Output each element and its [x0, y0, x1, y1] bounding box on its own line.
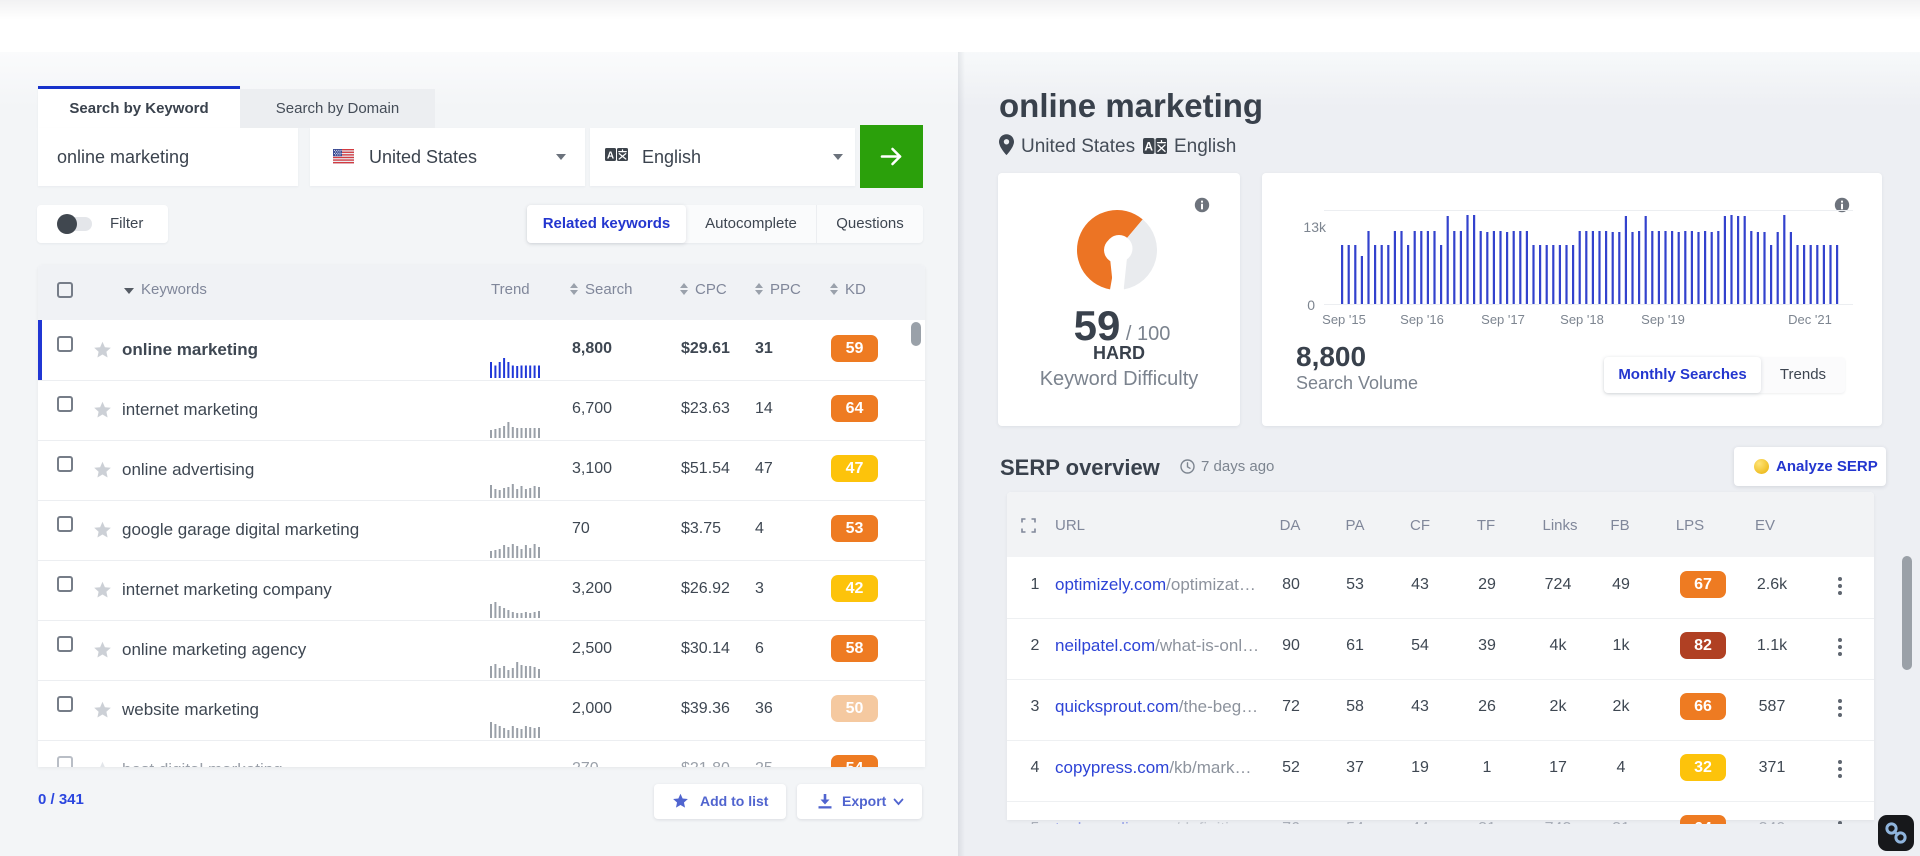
svg-text:A: A [1144, 140, 1153, 154]
svg-text:A: A [607, 150, 614, 161]
